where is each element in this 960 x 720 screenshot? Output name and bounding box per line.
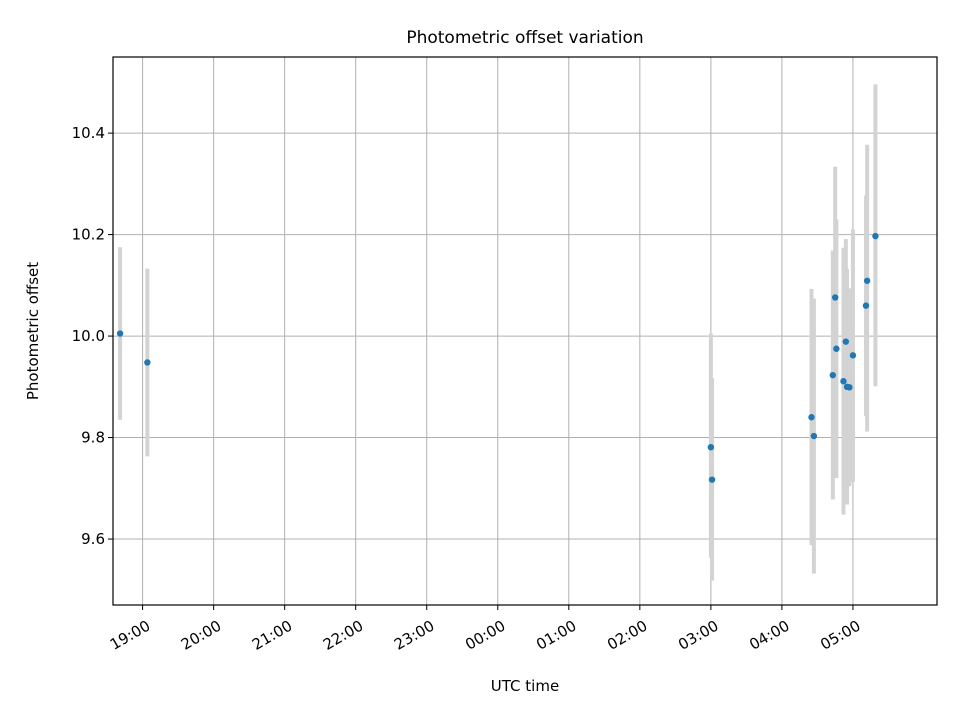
grid-lines — [113, 57, 937, 605]
data-point — [862, 302, 870, 309]
data-points — [116, 232, 879, 483]
x-axis-label: UTC time — [491, 677, 559, 695]
y-tick-label: 9.8 — [81, 429, 105, 447]
data-point — [833, 345, 840, 352]
data-point — [144, 359, 151, 366]
data-point — [849, 352, 857, 359]
data-point — [116, 330, 124, 337]
data-point — [707, 443, 715, 451]
data-point — [842, 338, 850, 345]
data-point — [846, 384, 853, 391]
data-point — [840, 378, 847, 385]
data-point — [829, 371, 837, 379]
data-point — [863, 277, 871, 284]
y-tick-label: 10.4 — [72, 124, 105, 142]
data-point — [808, 414, 815, 421]
data-point — [831, 294, 839, 301]
data-point — [872, 232, 879, 240]
data-point — [810, 432, 818, 440]
y-axis-ticks: 9.6 9.8 10.0 10.2 10.4 — [72, 124, 113, 548]
plot-frame — [112, 56, 938, 606]
chart-title: Photometric offset variation — [406, 28, 643, 48]
y-tick-label: 10.0 — [72, 327, 105, 345]
y-tick-label: 10.2 — [72, 226, 105, 244]
data-point — [708, 476, 716, 483]
y-axis-label: Photometric offset — [24, 262, 42, 400]
y-tick-label: 9.6 — [81, 530, 105, 548]
